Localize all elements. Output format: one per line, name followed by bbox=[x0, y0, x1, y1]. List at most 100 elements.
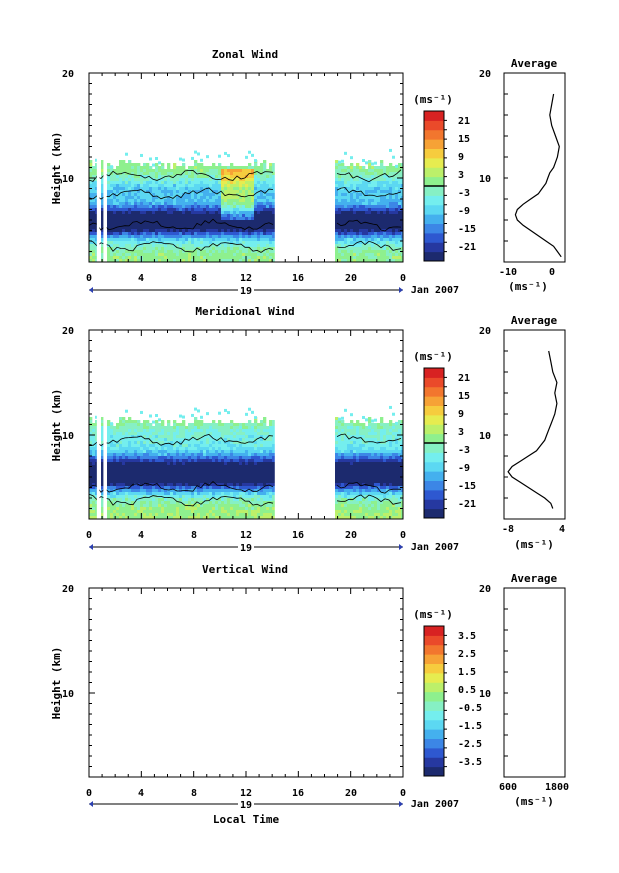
field-cell bbox=[116, 223, 120, 227]
field-cell bbox=[230, 250, 234, 254]
field-cell bbox=[128, 250, 132, 254]
field-cell bbox=[197, 220, 201, 224]
field-cell bbox=[164, 253, 168, 257]
field-cell bbox=[383, 166, 387, 170]
field-cell bbox=[131, 196, 135, 200]
field-cell bbox=[245, 241, 249, 245]
field-cell bbox=[251, 250, 255, 254]
field-cell bbox=[251, 426, 255, 430]
field-cell bbox=[95, 184, 99, 188]
field-cell bbox=[182, 208, 186, 212]
field-cell bbox=[107, 420, 111, 424]
field-cell bbox=[119, 229, 123, 233]
field-cell bbox=[338, 202, 342, 206]
field-cell bbox=[227, 453, 231, 457]
field-cell bbox=[179, 229, 183, 233]
field-cell bbox=[248, 232, 252, 236]
field-cell bbox=[116, 166, 120, 170]
field-cell bbox=[116, 253, 120, 257]
field-cell bbox=[200, 175, 204, 179]
field-cell bbox=[191, 480, 195, 484]
field-cell bbox=[350, 226, 354, 230]
field-cell bbox=[119, 471, 123, 475]
field-cell bbox=[140, 450, 144, 454]
field-cell bbox=[143, 516, 147, 519]
field-cell bbox=[140, 190, 144, 194]
field-cell bbox=[260, 447, 264, 451]
field-cell bbox=[257, 172, 261, 176]
field-cell bbox=[128, 166, 132, 170]
field-cell bbox=[188, 462, 192, 466]
field-cell bbox=[161, 513, 165, 517]
field-cell bbox=[164, 205, 168, 209]
field-cell bbox=[176, 504, 180, 508]
field-cell bbox=[347, 229, 351, 233]
field-cell bbox=[380, 196, 384, 200]
field-cell bbox=[116, 256, 120, 260]
field-cell bbox=[134, 178, 138, 182]
field-cell bbox=[125, 259, 129, 262]
field-cell bbox=[218, 492, 222, 496]
field-cell bbox=[209, 450, 213, 454]
field-cell bbox=[371, 205, 375, 209]
field-cell bbox=[230, 175, 234, 179]
field-cell bbox=[380, 187, 384, 191]
field-cell bbox=[101, 211, 105, 215]
field-cell bbox=[110, 441, 114, 445]
field-cell bbox=[110, 429, 114, 433]
field-cell bbox=[206, 175, 210, 179]
field-cell bbox=[338, 160, 341, 164]
field-cell bbox=[113, 187, 117, 191]
field-cell bbox=[176, 259, 180, 262]
field-cell bbox=[347, 247, 351, 251]
field-cell bbox=[356, 187, 360, 191]
field-cell bbox=[107, 447, 111, 451]
field-cell bbox=[170, 199, 174, 203]
field-cell bbox=[344, 259, 348, 262]
field-cell bbox=[236, 187, 240, 191]
field-cell bbox=[209, 190, 213, 194]
field-cell bbox=[107, 423, 111, 427]
field-cell bbox=[395, 244, 399, 248]
field-cell bbox=[347, 166, 351, 170]
field-cell bbox=[392, 253, 396, 257]
field-cell bbox=[194, 465, 198, 469]
field-cell bbox=[89, 232, 93, 236]
field-cell bbox=[266, 253, 270, 257]
field-cell bbox=[161, 465, 165, 469]
field-cell bbox=[191, 156, 194, 160]
field-cell bbox=[341, 172, 345, 176]
field-cell bbox=[392, 155, 395, 159]
field-cell bbox=[350, 163, 354, 167]
field-cell bbox=[149, 504, 153, 508]
field-cell bbox=[338, 483, 342, 487]
field-cell bbox=[92, 504, 96, 508]
field-cell bbox=[152, 211, 156, 215]
field-cell bbox=[206, 229, 210, 233]
field-cell bbox=[263, 432, 267, 436]
field-cell bbox=[245, 480, 249, 484]
field-cell bbox=[344, 223, 348, 227]
field-cell bbox=[230, 468, 234, 472]
field-cell bbox=[191, 516, 195, 519]
field-cell bbox=[353, 178, 357, 182]
field-cell bbox=[344, 429, 348, 433]
field-cell bbox=[386, 241, 390, 245]
field-cell bbox=[272, 474, 276, 478]
field-cell bbox=[257, 465, 261, 469]
field-cell bbox=[134, 253, 138, 257]
field-cell bbox=[353, 169, 357, 173]
field-cell bbox=[251, 232, 255, 236]
field-cell bbox=[383, 214, 387, 218]
field-cell bbox=[185, 178, 189, 182]
field-cell bbox=[101, 426, 105, 430]
field-cell bbox=[353, 253, 357, 257]
field-cell bbox=[263, 208, 267, 212]
field-cell bbox=[257, 450, 261, 454]
field-cell bbox=[197, 152, 200, 156]
field-cell bbox=[131, 489, 135, 493]
field-cell bbox=[395, 223, 399, 227]
field-cell bbox=[125, 450, 129, 454]
field-cell bbox=[341, 208, 345, 212]
field-cell bbox=[365, 187, 369, 191]
